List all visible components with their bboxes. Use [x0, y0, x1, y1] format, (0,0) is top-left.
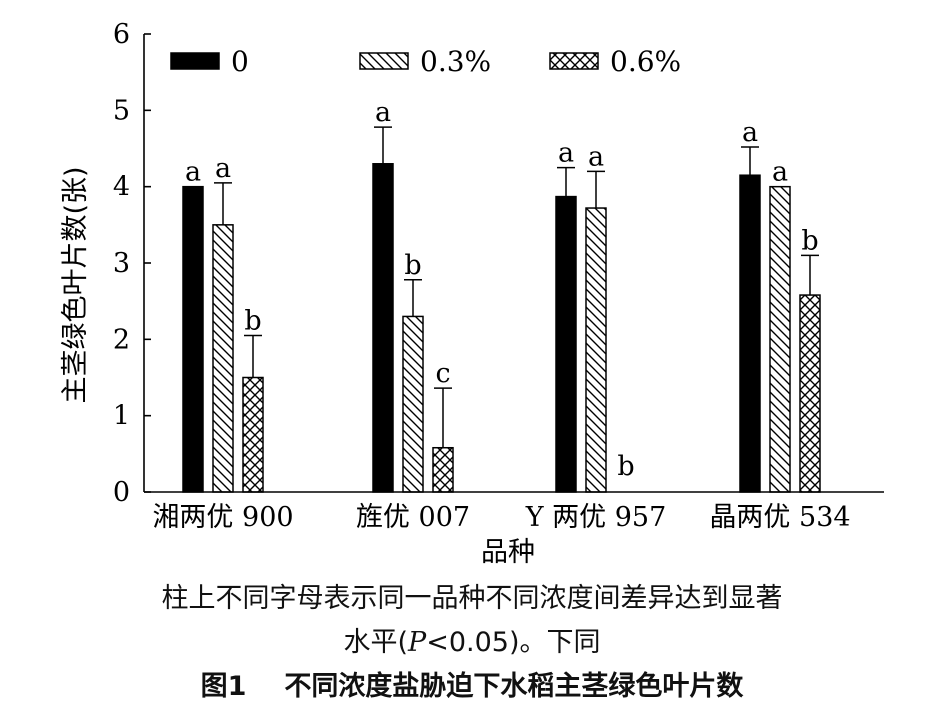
significance-letter: a — [185, 157, 201, 188]
significance-letter: a — [558, 138, 574, 169]
y-tick-label: 4 — [113, 172, 130, 203]
bar-diag — [212, 224, 234, 493]
y-tick-label: 5 — [113, 95, 130, 126]
legend-label: 0.3% — [420, 45, 491, 78]
x-tick-label: Y 两优 957 — [525, 502, 667, 533]
legend-swatch-diag — [359, 52, 409, 70]
bar-diag — [402, 315, 424, 493]
significance-letter: b — [617, 451, 634, 482]
figure-caption: 图1 不同浓度盐胁迫下水稻主茎绿色叶片数 — [0, 664, 944, 703]
y-tick-label: 3 — [113, 248, 130, 279]
x-tick-label: 湘两优 900 — [152, 502, 293, 533]
bar-diag — [769, 185, 791, 493]
significance-letter: a — [375, 97, 391, 128]
x-tick-label: 旌优 007 — [356, 502, 470, 533]
bar-cross — [432, 446, 454, 493]
y-tick-label: 1 — [113, 401, 130, 432]
note-prefix: 水平( — [343, 627, 409, 658]
significance-note-line1: 柱上不同字母表示同一品种不同浓度间差异达到显著 — [161, 583, 783, 614]
figure-number: 图1 — [200, 671, 247, 702]
note-p-symbol: P — [408, 627, 427, 658]
significance-letter: a — [742, 117, 758, 148]
figure-title: 不同浓度盐胁迫下水稻主茎绿色叶片数 — [284, 671, 744, 702]
y-axis-label: 主茎绿色叶片数(张) — [60, 166, 91, 403]
significance-letter: c — [435, 358, 450, 389]
y-tick-label: 6 — [113, 19, 130, 50]
bar-diag — [585, 207, 607, 493]
x-tick-label: 晶两优 534 — [709, 502, 850, 533]
bar-cross — [242, 376, 264, 493]
significance-letter: a — [215, 153, 231, 184]
legend-label: 0 — [231, 45, 249, 78]
significance-letter: a — [588, 141, 604, 172]
note-suffix: <0.05)。下同 — [426, 627, 601, 658]
bar-solid — [739, 174, 761, 493]
significance-note-line2: 水平(P<0.05)。下同 — [0, 620, 944, 659]
significance-letter: b — [801, 225, 818, 256]
bar-solid — [372, 163, 394, 493]
bar-solid — [182, 185, 204, 493]
y-tick-label: 0 — [113, 477, 130, 508]
significance-letter: a — [772, 157, 788, 188]
bar-cross — [799, 294, 821, 493]
x-axis-label: 品种 — [481, 537, 535, 568]
significance-letter: b — [404, 250, 421, 281]
legend-label: 0.6% — [610, 45, 681, 78]
significance-letter: b — [244, 306, 261, 337]
bar-solid — [555, 195, 577, 493]
y-tick-label: 2 — [113, 324, 130, 355]
legend-swatch-cross — [549, 52, 599, 70]
legend-swatch-solid — [170, 52, 220, 70]
